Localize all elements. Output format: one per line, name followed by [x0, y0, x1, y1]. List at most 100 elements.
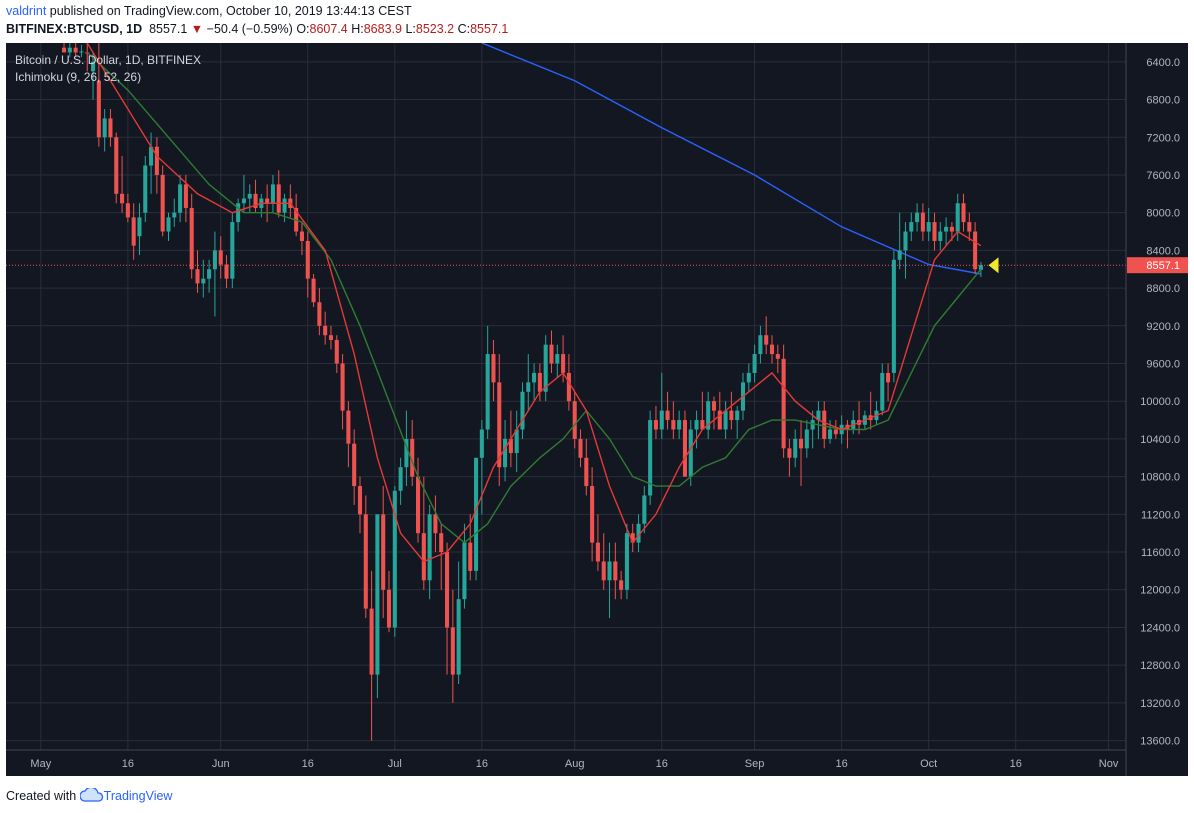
candle-body: [485, 354, 490, 430]
x-tick-label: 16: [302, 758, 314, 770]
candle-body: [804, 429, 809, 449]
y-tick-label: 10000.0: [1140, 396, 1180, 408]
candle-body: [624, 533, 629, 590]
candle-body: [915, 212, 920, 223]
username-link[interactable]: valdrint: [6, 4, 47, 18]
candle-body: [769, 344, 775, 355]
candle-body: [160, 174, 165, 232]
created-with-label: Created with: [6, 789, 77, 803]
y-tick-label: 13200.0: [1140, 698, 1180, 710]
y-tick-label: 11600.0: [1141, 547, 1180, 559]
yellow-marker-icon: [988, 257, 999, 274]
candle-body: [549, 344, 554, 364]
candle-body: [363, 514, 368, 609]
candle-body: [450, 627, 455, 675]
tenkan-line: [86, 43, 982, 563]
footer: Created with TradingView: [6, 786, 173, 803]
candle-body: [479, 429, 484, 458]
candle-body: [891, 259, 896, 373]
candle-body: [149, 146, 154, 166]
y-tick-label: 7200.0: [1146, 132, 1180, 144]
y-tick-label: 8800.0: [1146, 283, 1180, 295]
y-tick-label: 9200.0: [1146, 321, 1180, 333]
candle-body: [311, 278, 316, 303]
candle-body: [386, 589, 392, 628]
candle-body: [323, 325, 328, 336]
candle-body: [299, 231, 304, 241]
price-axis: [1126, 43, 1188, 776]
candle-body: [758, 335, 763, 355]
candle-body: [607, 561, 612, 581]
candle-body: [781, 358, 786, 449]
candle-body: [903, 231, 908, 251]
candle-body: [328, 335, 334, 340]
last-price-badge: [1127, 257, 1188, 274]
candle-body: [178, 184, 183, 213]
candle-body: [172, 212, 177, 218]
candle-body: [265, 198, 270, 204]
price-chart[interactable]: 6400.0 6800.0 7200.0 7600.0 8000.0 8400.0 8800…: [6, 43, 1188, 776]
candle-body: [67, 47, 72, 53]
candle-body: [775, 354, 780, 359]
price-change: −50.4 (−0.59%): [206, 22, 293, 36]
candle-body: [189, 207, 194, 270]
candle-body: [717, 410, 722, 430]
candle-body: [497, 382, 502, 468]
candle-body: [62, 47, 67, 53]
candle-body: [961, 203, 966, 223]
candle-body: [212, 250, 217, 270]
down-arrow-icon: ▼: [190, 22, 204, 36]
candle-body: [700, 420, 705, 430]
candle-body: [79, 51, 84, 53]
candle-body: [938, 231, 943, 241]
candle-body: [978, 265, 983, 270]
x-tick-label: Jun: [212, 758, 230, 770]
candle-body: [166, 217, 171, 232]
candle-body: [584, 457, 589, 487]
chart-area[interactable]: 6400.0 6800.0 7200.0 7600.0 8000.0 8400.0 8800…: [6, 43, 1188, 776]
time-axis: [6, 750, 1126, 776]
open-value: 8607.4: [309, 22, 348, 36]
y-tick-label: 6800.0: [1146, 95, 1180, 107]
candle-body: [421, 533, 426, 581]
high-value: 8683.9: [363, 22, 402, 36]
last-price: 8557.1: [149, 22, 188, 36]
candle-body: [746, 372, 751, 383]
candle-body: [334, 339, 339, 364]
x-tick-label: Nov: [1099, 758, 1119, 770]
indicator-label: Ichimoku (9, 26, 52, 26): [15, 70, 142, 84]
candle-body: [305, 240, 310, 279]
candle-body: [973, 231, 978, 270]
candle-body: [508, 438, 513, 454]
candle-body: [706, 401, 711, 430]
y-tick-label: 11200.0: [1141, 509, 1180, 521]
candle-body: [137, 217, 142, 237]
candle-body: [909, 222, 914, 232]
candle-body: [404, 438, 409, 468]
x-tick-label: 16: [122, 758, 134, 770]
close-label: C:: [457, 22, 471, 36]
candle-body: [236, 203, 241, 223]
candle-body: [357, 486, 363, 515]
candle-body: [897, 250, 902, 260]
candle-body: [270, 184, 275, 204]
candle-body: [474, 457, 479, 571]
candle-body: [183, 184, 188, 208]
candle-body: [665, 410, 670, 421]
x-tick-label: Sep: [745, 758, 765, 770]
x-tick-label: 16: [656, 758, 668, 770]
candle-body: [659, 410, 664, 430]
x-tick-label: Jul: [388, 758, 402, 770]
candle-body: [926, 222, 931, 232]
candle-body: [224, 264, 229, 279]
candle-body: [125, 203, 130, 218]
tradingview-link[interactable]: TradingView: [103, 789, 173, 803]
candle-body: [439, 533, 444, 553]
y-tick-label: 9600.0: [1146, 359, 1180, 371]
publish-header: valdrint published on TradingView.com, O…: [6, 4, 412, 18]
trend-line: [481, 43, 982, 275]
y-tick-label: 10800.0: [1140, 472, 1180, 484]
candle-body: [537, 372, 542, 392]
candle-body: [526, 382, 531, 392]
x-tick-label: 16: [836, 758, 848, 770]
